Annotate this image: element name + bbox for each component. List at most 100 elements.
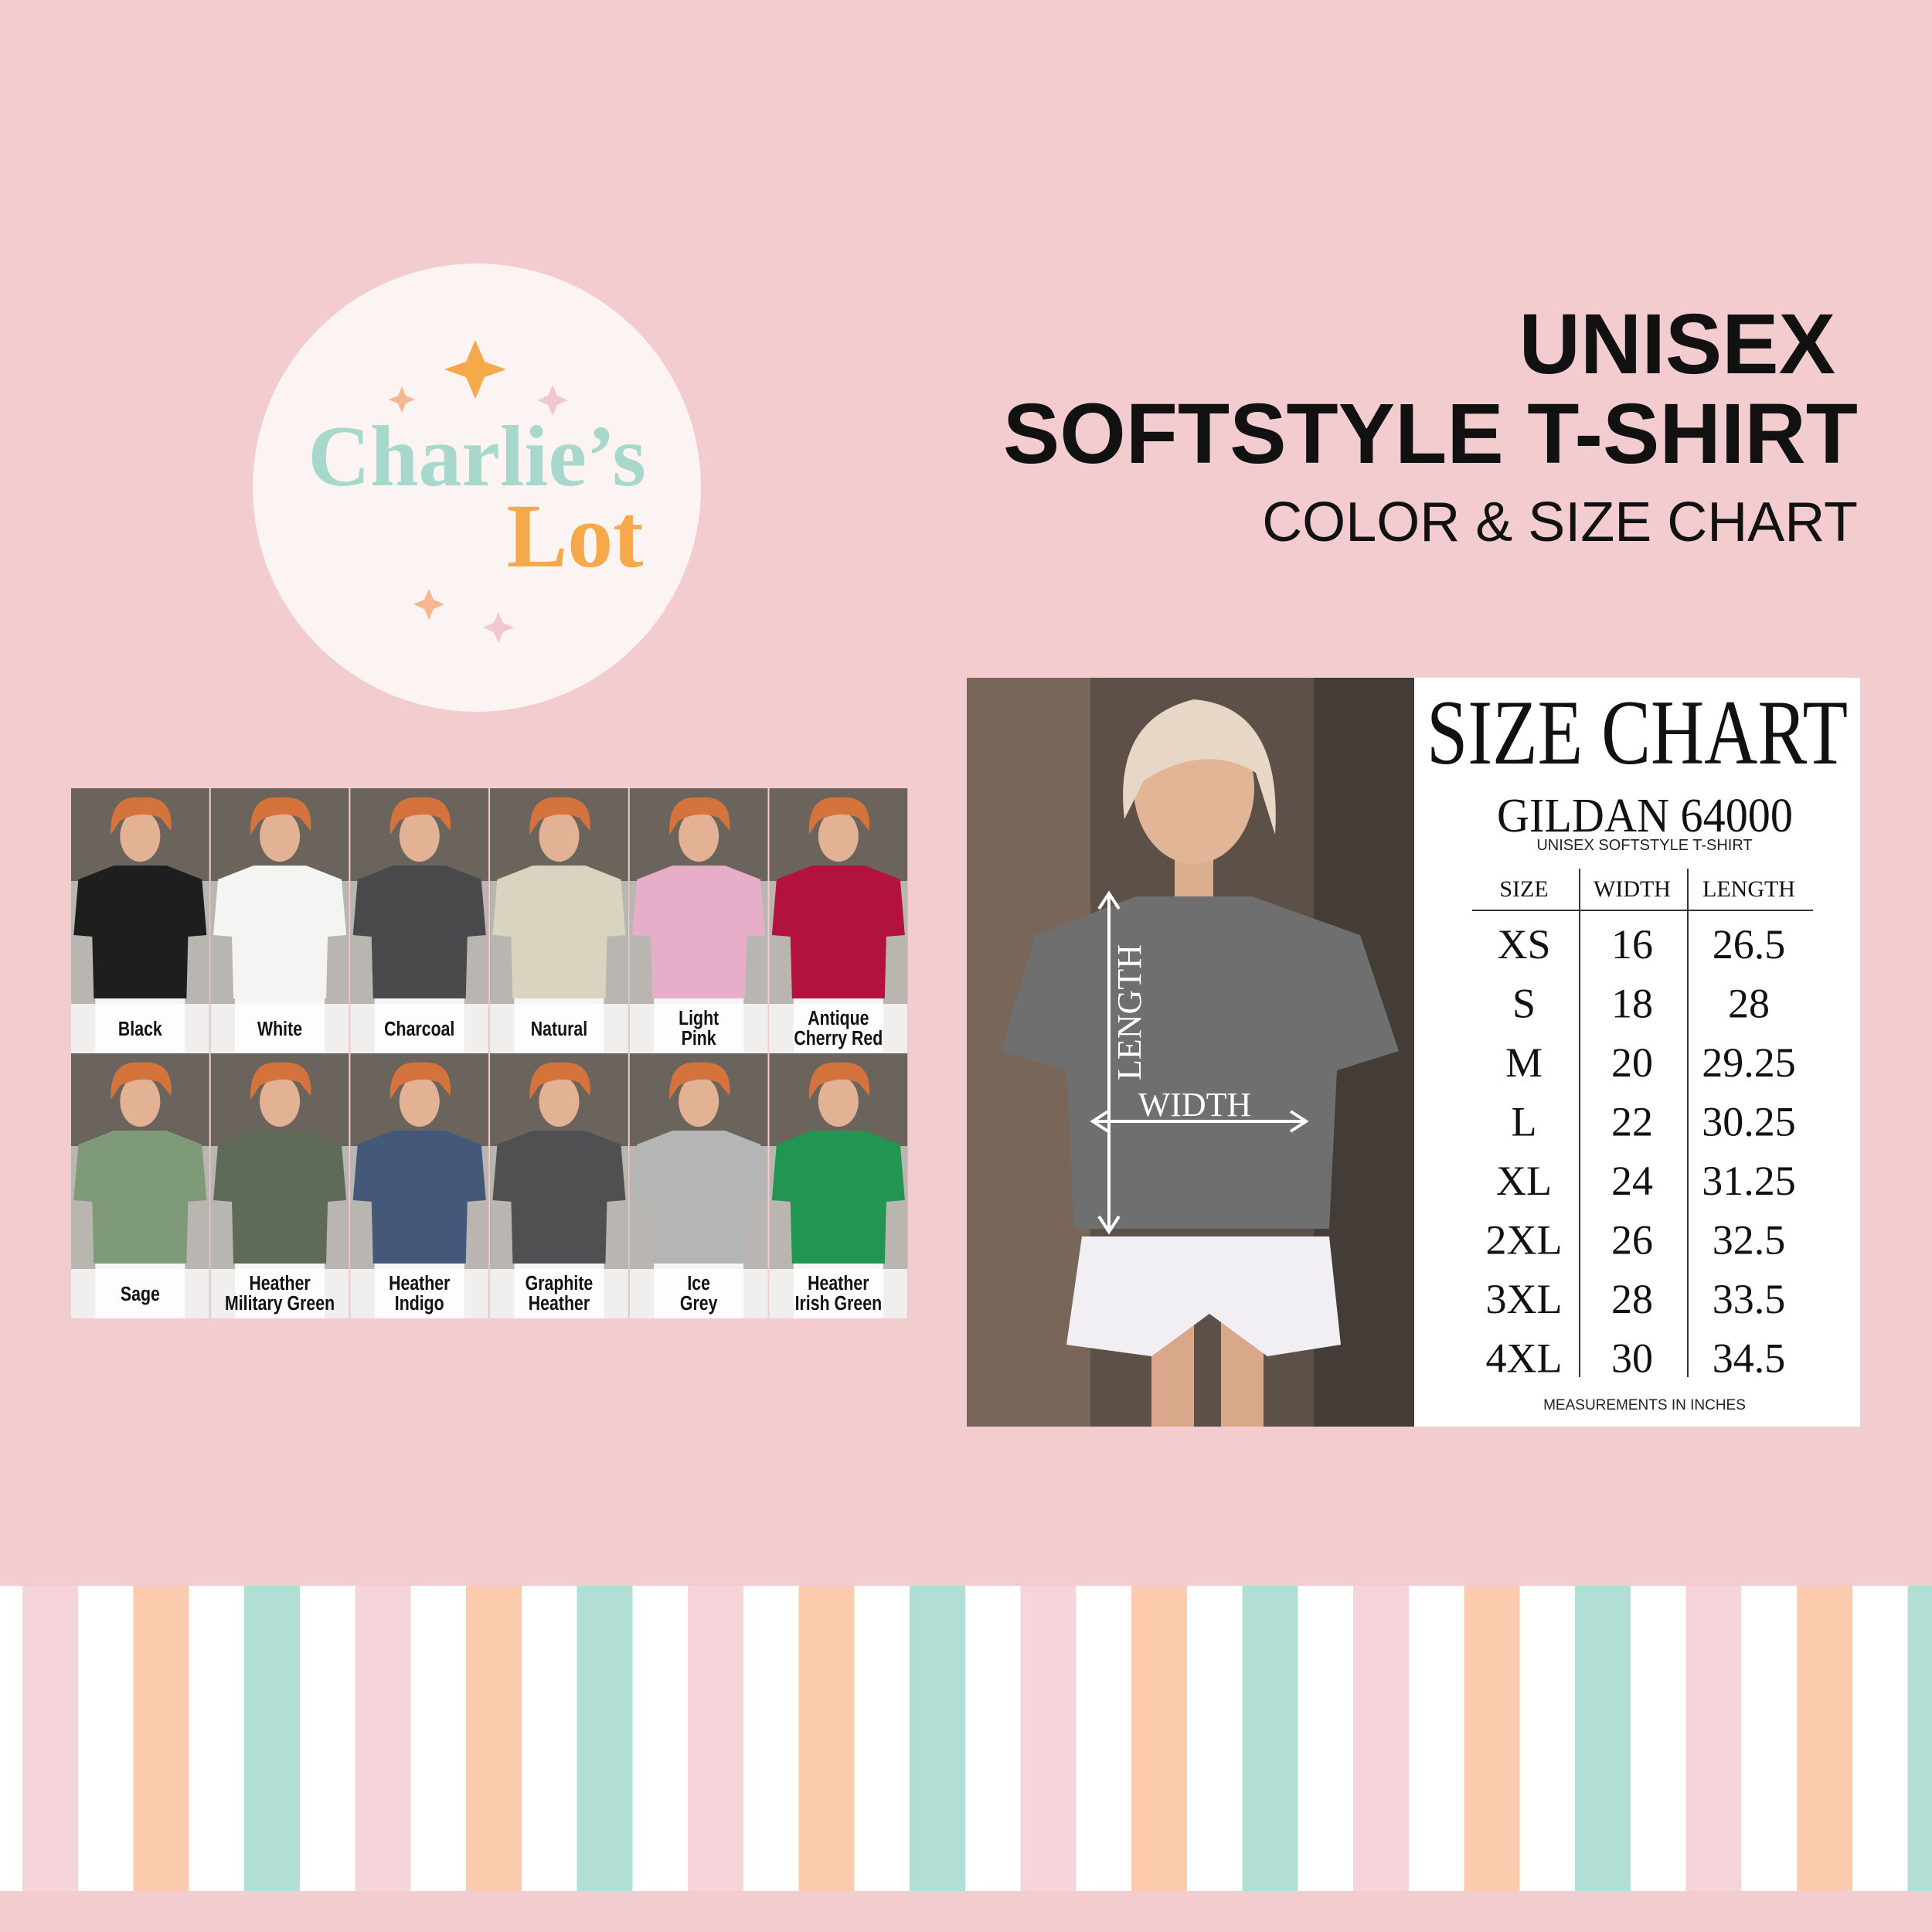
- shirt: [213, 1131, 347, 1264]
- table-cell: S: [1512, 981, 1536, 1027]
- label-band: [350, 1269, 489, 1318]
- swatch: White: [210, 788, 349, 1053]
- swatch: Charcoal: [350, 788, 489, 1053]
- stripe: [1353, 1586, 1409, 1891]
- color-label: Cherry Red: [794, 1027, 883, 1050]
- shirt: [492, 866, 626, 998]
- stripe: [133, 1586, 189, 1891]
- stripe: [1907, 1586, 1932, 1891]
- stripe: [1020, 1586, 1077, 1891]
- logo-text: Charlie’s: [308, 409, 646, 505]
- table-cell: 3XL: [1486, 1276, 1563, 1322]
- table-cell: M: [1505, 1039, 1543, 1086]
- width-label: WIDTH: [1138, 1086, 1252, 1124]
- head: [818, 1076, 859, 1127]
- color-label: Charcoal: [384, 1018, 454, 1041]
- shirt: [73, 1131, 207, 1264]
- shorts: [1066, 1236, 1341, 1356]
- stripe: [22, 1586, 78, 1891]
- size-chart-title: SIZE CHART: [1427, 681, 1848, 784]
- table-cell: 18: [1611, 981, 1653, 1027]
- table-cell: 26: [1611, 1217, 1653, 1264]
- swatch: Sage: [71, 1053, 209, 1318]
- table-cell: 31.25: [1702, 1158, 1796, 1204]
- length-label: LENGTH: [1111, 944, 1148, 1080]
- head: [539, 811, 580, 862]
- head: [679, 1076, 719, 1127]
- arrow-head: [1090, 1110, 1309, 1133]
- size-chart: LENGTH WIDTH SIZE CHART GILDAN 64000 UNI…: [967, 678, 1860, 1427]
- star: [537, 385, 568, 416]
- swatch: Natural: [490, 788, 628, 1053]
- title: UNISEX: [1519, 297, 1835, 392]
- label-band: [629, 1269, 768, 1318]
- table-panel: [1414, 678, 1860, 1427]
- table-header: WIDTH: [1594, 876, 1671, 902]
- hair: [389, 797, 451, 835]
- table-cell: 28: [1611, 1276, 1653, 1322]
- table-cell: 4XL: [1486, 1335, 1563, 1382]
- color-label: Sage: [121, 1283, 160, 1306]
- label-band: [350, 1004, 489, 1053]
- color-label: Antique: [808, 1007, 869, 1030]
- shirt: [771, 866, 905, 998]
- table-cell: 32.5: [1713, 1217, 1786, 1264]
- stripe: [1131, 1586, 1187, 1891]
- stripe: [1242, 1586, 1298, 1891]
- hair: [669, 1062, 730, 1100]
- swatch: Black: [71, 788, 209, 1053]
- hair: [529, 797, 590, 835]
- hair: [111, 797, 172, 835]
- shirt: [213, 866, 347, 998]
- color-label: Indigo: [395, 1292, 444, 1315]
- stripe: [1464, 1586, 1520, 1891]
- label-band: [490, 1004, 628, 1053]
- shirt: [352, 1131, 486, 1264]
- label-band: [629, 1004, 768, 1053]
- head: [260, 811, 301, 862]
- table-cell: 30.25: [1702, 1099, 1796, 1145]
- color-label: Grey: [680, 1292, 718, 1315]
- stripe: [688, 1586, 743, 1891]
- hair: [669, 797, 730, 835]
- label-band: [769, 1004, 908, 1053]
- hair: [389, 1062, 451, 1100]
- product: UNISEX SOFTSTYLE T-SHIRT: [1536, 837, 1752, 854]
- table-cell: 20: [1611, 1039, 1653, 1086]
- logo-circle: [253, 264, 701, 712]
- color-grid: Black White Charcoal Natural LightPinkAntiqu…: [71, 788, 908, 1318]
- star: [444, 340, 506, 399]
- shirt: [73, 866, 207, 998]
- table-cell: XS: [1497, 921, 1550, 968]
- shirt: [632, 1131, 766, 1264]
- logo: Charlie’s Lot: [253, 264, 701, 712]
- logo-text: Lot: [507, 485, 644, 587]
- hair: [808, 1062, 870, 1100]
- table-cell: 33.5: [1713, 1276, 1786, 1322]
- hair: [111, 1062, 172, 1100]
- shirt: [352, 866, 486, 998]
- shirt: [771, 1131, 905, 1264]
- subtitle: COLOR & SIZE CHART: [1262, 492, 1858, 553]
- hair: [250, 1062, 311, 1100]
- table-cell: 28: [1728, 981, 1770, 1027]
- table-cell: 34.5: [1713, 1335, 1786, 1382]
- label-band: [71, 1269, 209, 1318]
- color-label: Black: [118, 1018, 163, 1041]
- color-label: Heather: [808, 1272, 869, 1295]
- color-label: Irish Green: [795, 1292, 883, 1315]
- color-label: Pink: [682, 1027, 717, 1050]
- head: [539, 1076, 580, 1127]
- head: [120, 1076, 161, 1127]
- color-label: Natural: [531, 1018, 587, 1041]
- table-cell: XL: [1496, 1158, 1552, 1204]
- stripe: [1685, 1586, 1742, 1891]
- stripe: [1575, 1586, 1631, 1891]
